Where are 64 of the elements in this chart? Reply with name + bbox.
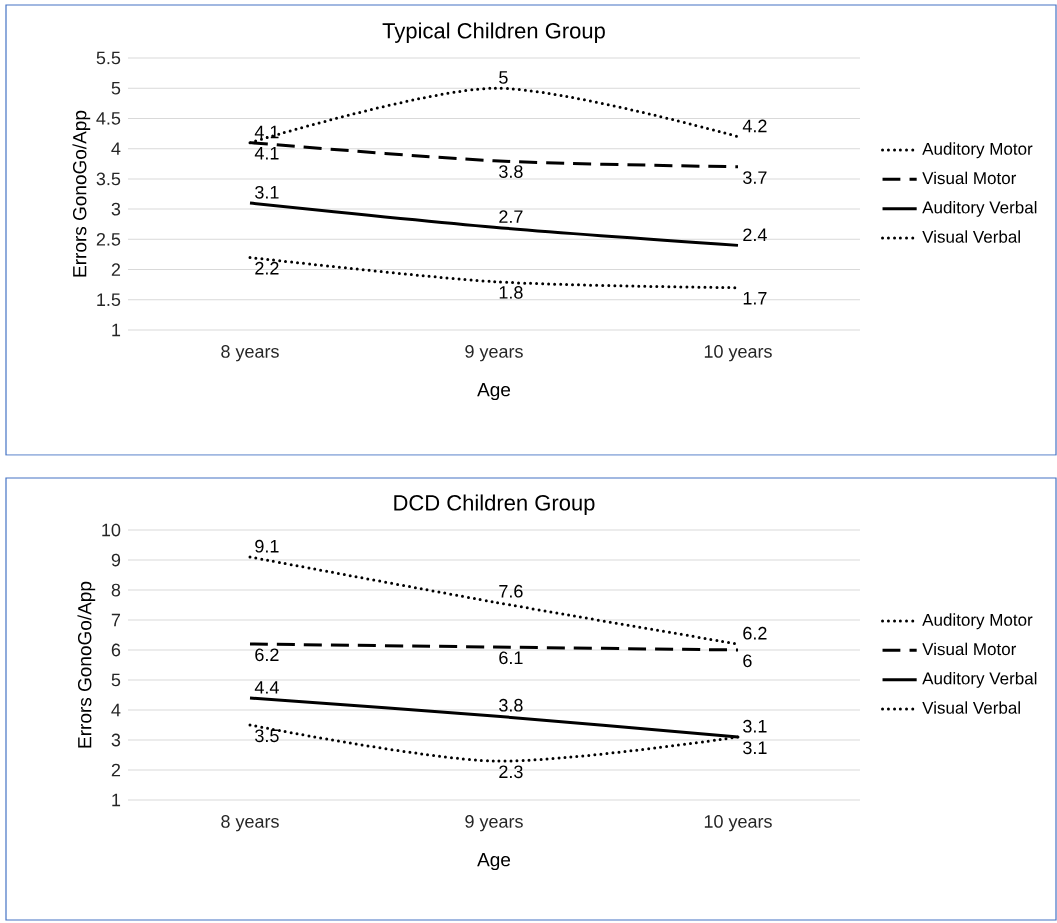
y-tick-label: 1 [112, 323, 121, 337]
data-label: 3.8 [499, 698, 523, 712]
y-tick-label: 2 [111, 263, 121, 276]
data-label: 1.8 [499, 286, 523, 299]
data-label: 6 [743, 654, 752, 668]
y-tick-label: 8 [111, 583, 121, 597]
data-label: 3.1 [255, 185, 279, 199]
y-tick-label: 3.5 [96, 172, 121, 186]
y-tick-label: 4.5 [96, 112, 121, 125]
data-label: 3.1 [743, 719, 767, 733]
y-tick-label: 5 [111, 673, 121, 687]
data-label: 3.8 [499, 165, 523, 178]
y-tick-label: 3 [111, 202, 121, 216]
legend-label: Visual Verbal [922, 701, 1020, 714]
data-label: 6.2 [743, 626, 767, 640]
y-tick-label: 4 [111, 142, 121, 155]
x-tick-label: 9 years [465, 815, 523, 832]
data-label: 4.1 [254, 125, 279, 139]
legend-label: Auditory Verbal [922, 200, 1037, 217]
data-label: 3.5 [255, 729, 279, 743]
legend-label: Visual Motor [922, 642, 1017, 656]
data-label: 2.4 [743, 228, 767, 241]
data-label: 4.2 [742, 119, 767, 133]
data-label: 7.6 [499, 584, 523, 598]
legend-label: Auditory Motor [922, 613, 1033, 630]
y-axis-title: Errors GonoGo/App [72, 110, 91, 277]
x-tick-label: 9 years [465, 345, 523, 362]
data-label: 3.1 [743, 741, 767, 755]
data-label: 6.2 [255, 648, 279, 662]
data-label: 4.1 [254, 147, 279, 160]
y-tick-label: 7 [111, 613, 121, 627]
x-tick-label: 8 years [221, 345, 279, 362]
y-tick-label: 4 [111, 703, 121, 717]
x-axis-title: Age [477, 383, 511, 401]
chart-title: DCD Children Group [394, 494, 595, 515]
y-tick-label: 2.5 [96, 232, 121, 246]
legend-label: Visual Verbal [922, 230, 1020, 243]
y-tick-label: 5 [111, 81, 121, 95]
x-tick-label: 8 years [221, 815, 279, 832]
data-label: 2.7 [499, 210, 523, 223]
legend-label: Auditory Verbal [922, 672, 1037, 688]
data-label: 1.7 [743, 292, 767, 305]
y-tick-label: 6 [111, 643, 121, 657]
legend-label: Auditory Motor [922, 142, 1033, 159]
y-tick-label: 5.5 [96, 51, 121, 65]
legend-label: Visual Motor [922, 171, 1017, 185]
y-axis-title: Errors GonoGo/App [77, 581, 96, 748]
x-tick-label: 10 years [704, 345, 772, 362]
y-tick-label: 10 [102, 523, 121, 537]
x-tick-label: 10 years [704, 815, 772, 832]
data-label: 2.3 [499, 765, 523, 779]
x-axis-title: Age [477, 853, 511, 871]
y-tick-label: 2 [111, 763, 121, 777]
chart-title: Typical Children Group [382, 22, 605, 43]
y-tick-label: 9 [111, 553, 121, 567]
y-tick-label: 3 [111, 733, 121, 747]
y-tick-label: 1.5 [97, 293, 121, 307]
data-label: 6.1 [499, 651, 523, 665]
data-label: 4.4 [254, 681, 279, 694]
data-label: 9.1 [255, 539, 279, 553]
y-tick-label: 1 [112, 793, 121, 807]
data-label: 5 [499, 71, 508, 84]
data-label: 3.7 [743, 171, 767, 184]
data-label: 2.2 [255, 261, 279, 275]
